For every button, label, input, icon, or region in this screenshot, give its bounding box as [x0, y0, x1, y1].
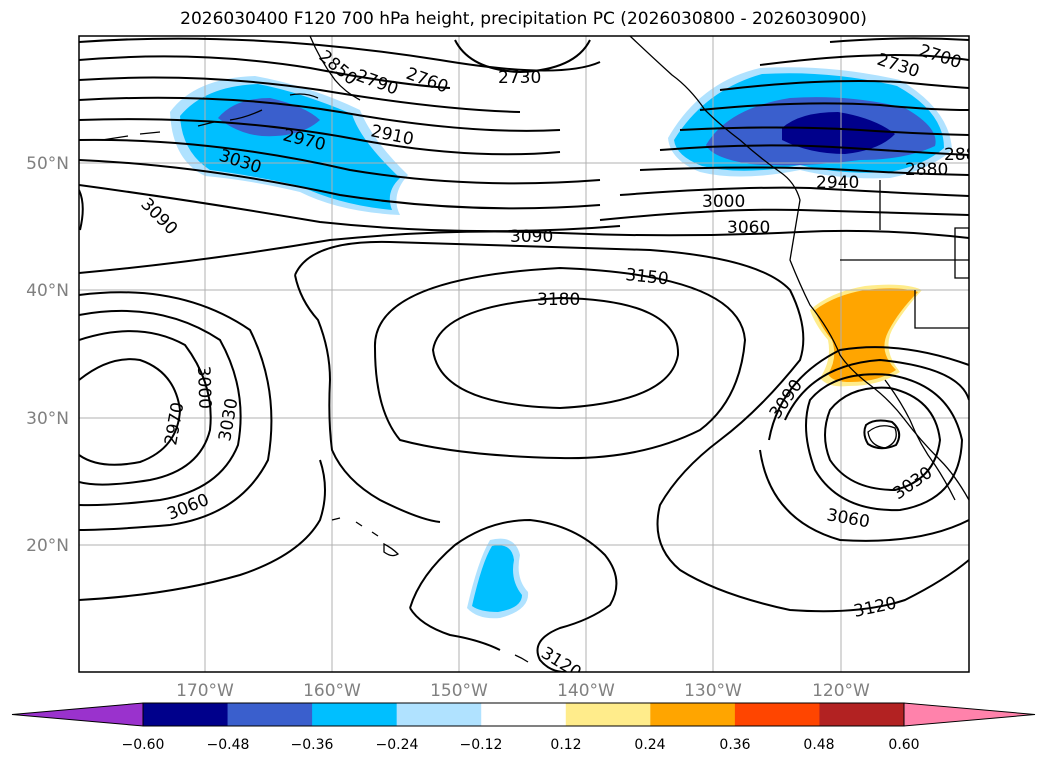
lat-label: 40°N [26, 281, 69, 301]
colorbar-tick-label: −0.12 [460, 737, 503, 753]
contour-label: 3150 [624, 265, 669, 289]
lon-label: 160°W [303, 681, 361, 701]
lat-label: 20°N [26, 536, 69, 556]
colorbar-extend-low [11, 702, 144, 727]
contour-label: 2880 [905, 160, 948, 180]
colorbar-tick-label: −0.24 [376, 737, 419, 753]
contour-label: 3000 [193, 365, 214, 409]
colorbar-tick-labels: −0.60 −0.48 −0.36 −0.24 −0.12 0.12 0.24 … [122, 737, 920, 753]
lat-label: 50°N [26, 154, 69, 174]
colorbar-segment [143, 703, 229, 726]
contour-label: 3090 [510, 227, 553, 247]
lon-label: 120°W [812, 681, 870, 701]
colorbar-segment [819, 703, 905, 726]
contour-label: 3180 [537, 290, 580, 310]
contour-label: 2940 [816, 173, 859, 193]
graticule [79, 36, 969, 672]
precip-negative-nw-navy [782, 112, 895, 154]
lon-label: 150°W [430, 681, 488, 701]
colorbar-outline [142, 702, 905, 727]
colorbar-tick-label: 0.24 [634, 737, 665, 753]
contour-label: 3060 [727, 218, 770, 238]
colorbar-segment [650, 703, 736, 726]
longitude-labels: 170°W 160°W 150°W 140°W 130°W 120°W [176, 681, 870, 701]
lon-label: 130°W [684, 681, 742, 701]
precip-negative-hawaii-mid [472, 545, 522, 612]
height-contours [79, 37, 969, 672]
colorbar-segments [11, 702, 1036, 727]
colorbar-segment [312, 703, 398, 726]
colorbar-extend-high [903, 702, 1036, 727]
colorbar-tick-label: −0.60 [122, 737, 165, 753]
colorbar-tick-label: −0.48 [207, 737, 250, 753]
precip-negative-gulf-dark [218, 98, 320, 137]
colorbar-tick-label: 0.60 [888, 737, 919, 753]
map-plot-area: 2730 2790 2760 2850 2910 2970 3030 3090 … [79, 36, 987, 672]
colorbar-segment [734, 703, 820, 726]
latitude-labels: 50°N 40°N 30°N 20°N [26, 154, 69, 556]
map-frame [78, 35, 970, 673]
map-title: 2026030400 F120 700 hPa height, precipit… [180, 9, 867, 29]
colorbar: −0.60 −0.48 −0.36 −0.24 −0.12 0.12 0.24 … [11, 702, 1036, 753]
contour-label: 2880 [944, 145, 987, 165]
contour-label: 3000 [702, 192, 745, 212]
colorbar-tick-label: 0.48 [803, 737, 834, 753]
colorbar-segment [481, 703, 567, 726]
precip-shading [170, 67, 952, 619]
colorbar-segment [227, 703, 313, 726]
lon-label: 170°W [176, 681, 234, 701]
lat-label: 30°N [26, 409, 69, 429]
contour-label: 2730 [498, 68, 541, 88]
colorbar-segment [396, 703, 482, 726]
colorbar-segment [565, 703, 651, 726]
colorbar-tick-label: 0.36 [719, 737, 750, 753]
colorbar-tick-label: −0.36 [291, 737, 334, 753]
lon-label: 140°W [557, 681, 615, 701]
colorbar-tick-label: 0.12 [550, 737, 581, 753]
